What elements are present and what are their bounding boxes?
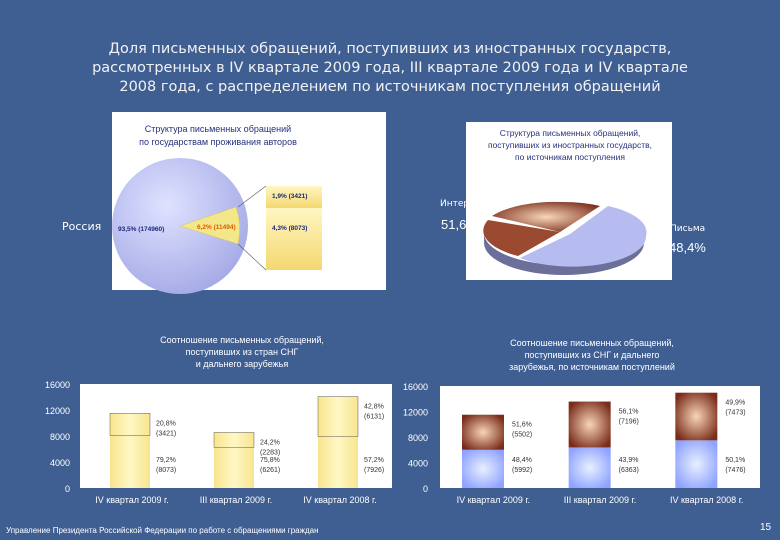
pie2-ext-label-internet: Интернет [440,199,486,209]
bar1-title-line: и дальнего зарубежья [196,359,289,369]
bar2-segment-letters [462,449,504,488]
bar2-value-label: 56,1% [619,409,639,416]
pie2-ext-label-letters: Письма [670,224,706,234]
pie-label-cis: 1,9% (3421) [272,193,307,200]
bar2-ytick-label: 0 [423,484,428,494]
pie3d-side [484,233,644,275]
pie-label-far: 4,3% (8073) [272,225,307,232]
bar2-value-label: 50,1% [725,457,745,464]
title-line: 2008 года, с распределением по источника… [119,79,661,95]
bar2-ytick-label: 12000 [403,408,428,418]
bar2-ytick-label: 4000 [408,459,428,469]
bar2-value-label: 49,9% [725,400,745,407]
pie-slice-internet [492,201,600,232]
bar2-title-line: зарубежья, по источникам поступлений [509,362,675,372]
bar2-segment-internet [568,401,611,448]
pie2-label-letters-value: 48,4% [669,240,706,255]
bar1-value-label: 20,8% [156,420,176,427]
pie-label-russia: 93,5% (174960) [118,226,164,233]
pie-slice-internet-lower [483,220,560,256]
bar1-ytick-label: 12000 [45,406,70,416]
bar1-value-count: (7926) [364,467,384,474]
pie-label-other-total: 6,2% (11494) [197,224,236,231]
bar2-value-count: (5502) [512,432,532,439]
chart2-title-line: по источникам поступления [515,152,625,162]
bar2-segment-letters [675,440,718,488]
bar1-value-count: (6131) [364,414,384,421]
bar1-value-count: (8073) [156,467,176,474]
bar1-category-label: IV квартал 2008 г. [303,495,376,505]
pie-breakdown-far [266,208,322,270]
far-label-line: зарубежья [330,252,382,262]
bar1-category-label: III квартал 2009 г. [200,495,272,505]
bar1-ytick-label: 8000 [50,432,70,442]
bar2-ytick-label: 16000 [403,382,428,392]
bar1-value-count: (6261) [260,467,280,474]
bar2-value-count: (7196) [619,419,639,426]
chart2-title-line: поступивших из иностранных государств, [488,140,652,150]
bar1-value-label: 75,8% [260,457,280,464]
bar1-value-count: (3421) [156,430,176,437]
bar-chart-sources: Соотношение письменных обращений, поступ… [403,338,760,505]
bar1-ytick-label: 0 [65,484,70,494]
pie-connector [237,185,267,208]
pie2-label-internet-value: 51,6% [441,217,478,232]
bar1-title-line: поступивших из стран СНГ [186,347,299,357]
bar1-segment-far [110,435,150,488]
bar1-value-count: (2283) [260,449,280,456]
pie-connector [237,243,267,271]
bar1-value-label: 57,2% [364,457,384,464]
pie-breakdown-cis [266,186,322,208]
bar1-segment-cis [109,413,151,436]
title-line: рассмотренных в IV квартале 2009 года, I… [92,60,688,76]
bar1-value-label: 42,8% [364,404,384,411]
bar1-segment-far [318,436,358,488]
chart2-title-line: Структура письменных обращений, [500,128,641,138]
pie-ext-label-russia: Россия [62,220,102,233]
bar2-category-label: III квартал 2009 г. [564,495,636,505]
chart1-title-line: Структура письменных обращений [145,124,291,134]
bar2-value-count: (5992) [512,467,532,474]
bar2-category-label: IV квартал 2008 г. [670,495,743,505]
bar1-ytick-label: 4000 [50,458,70,468]
bar2-value-count: (7476) [725,467,745,474]
bar1-segment-cis [317,396,359,437]
bar2-title-line: поступивших из СНГ и дальнего [525,350,660,360]
footer-text: Управление Президента Российской Федерац… [6,526,319,535]
bar1-segment-cis [213,432,255,448]
bar1-title-line: Соотношение письменных обращений, [160,335,324,345]
bar2-ytick-label: 8000 [408,433,428,443]
bar2-value-count: (7473) [725,410,745,417]
bar2-value-label: 43,9% [619,457,639,464]
bar2-segment-internet [462,414,504,450]
pie-slice-other [179,206,240,245]
far-label-line: Страны [330,230,366,240]
bar-chart-cis-far: Соотношение письменных обращений, поступ… [45,335,392,505]
page-number: 15 [760,522,772,533]
slide-title: Доля письменных обращений, поступивших и… [40,40,740,97]
bar1-value-label: 79,2% [156,457,176,464]
bar2-value-count: (6363) [619,467,639,474]
pie-ext-label-cis: Страны СНГ [328,193,386,203]
bar2-segment-internet [675,392,718,441]
pie-slice-letters [520,206,647,267]
bar1-ytick-label: 16000 [45,380,70,390]
bar2-category-label: IV квартал 2009 г. [457,495,530,505]
bar2-value-label: 48,4% [512,457,532,464]
bar2-value-label: 51,6% [512,422,532,429]
bar2-title-line: Соотношение письменных обращений, [510,338,674,348]
bar1-category-label: IV квартал 2009 г. [95,495,168,505]
bar1-segment-far [214,447,254,488]
far-label-line: дальнего [330,241,375,251]
bar2-segment-letters [568,447,611,488]
bar1-value-label: 24,2% [260,439,280,446]
title-line: Доля письменных обращений, поступивших и… [108,41,672,57]
chart1-title-line: по государствам проживания авторов [139,137,297,147]
pie-ext-label-far: Страны дальнего зарубежья [330,230,381,263]
